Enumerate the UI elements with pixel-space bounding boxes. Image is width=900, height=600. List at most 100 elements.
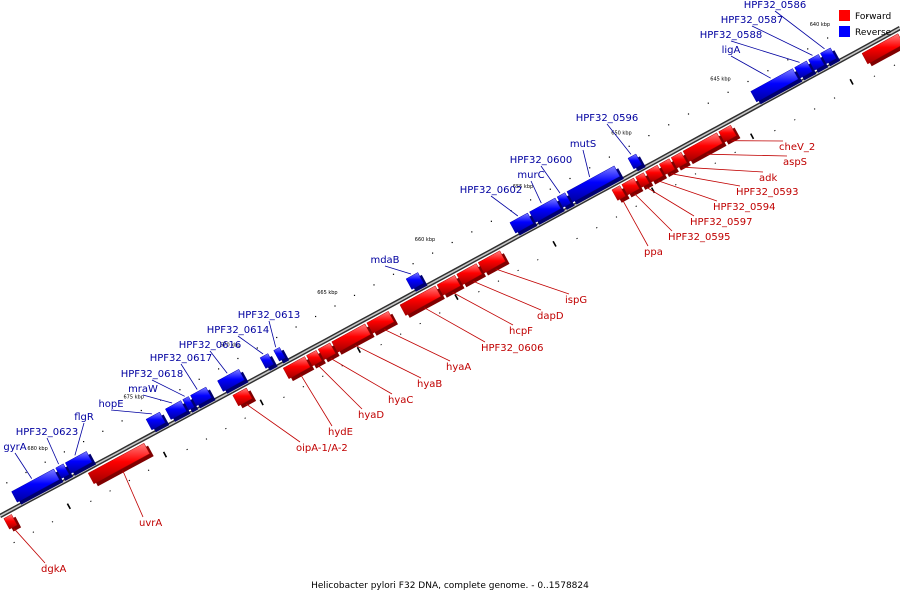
gene-label-hpf32-0602: HPF32_0602 (460, 185, 522, 196)
tick-mark (552, 240, 557, 247)
gene-label-ispg: ispG (565, 295, 587, 306)
tick-dot (451, 241, 453, 244)
tick-dot (668, 124, 670, 126)
gene-hpf32-0623[interactable] (55, 463, 70, 479)
gene-uvra[interactable] (87, 442, 151, 485)
tick-dot (334, 305, 336, 307)
leader-line (730, 40, 800, 63)
gene-hpf32-0587[interactable] (808, 54, 825, 71)
tick-mark (674, 184, 677, 186)
tick-dot (6, 482, 8, 484)
legend-reverse-label: Reverse (855, 28, 892, 38)
tick-label: 645 kbp (710, 76, 730, 82)
gene-label-hpf32-0587: HPF32_0587 (721, 15, 783, 26)
tick-mark (283, 396, 285, 398)
gene-label-hpf32-0606: HPF32_0606 (481, 343, 543, 354)
gene-hope[interactable] (145, 411, 166, 431)
gene-label-hpf32-0613: HPF32_0613 (238, 310, 300, 321)
gene-murc[interactable] (529, 197, 562, 223)
gene-label-hcpf: hcpF (509, 326, 533, 337)
leader-line (452, 292, 514, 326)
gene-hpf32-0596[interactable] (627, 153, 643, 170)
gene-gyra[interactable] (11, 468, 60, 503)
tick-mark (497, 280, 500, 282)
tick-label: 655 kbp (513, 184, 533, 190)
gene-label-murc: murC (517, 170, 544, 181)
tick-dot (179, 389, 181, 391)
leader-line (122, 470, 144, 518)
leader-line (606, 123, 632, 155)
gene-label-asps: aspS (783, 157, 807, 168)
tick-dot (373, 284, 375, 286)
tick-label: 660 kbp (415, 237, 435, 243)
gene-label-hyac: hyaC (388, 395, 413, 406)
tick-dot (549, 188, 551, 190)
gene-hpf32-0586[interactable] (820, 47, 837, 65)
tick-dot (608, 156, 610, 158)
gene-hpf32-0617[interactable] (190, 386, 212, 407)
gene-mdab[interactable] (405, 272, 424, 290)
gene-label-hyaa: hyaA (446, 362, 471, 373)
tick-dot (83, 441, 85, 443)
tick-mark (32, 531, 35, 533)
gene-hyde[interactable] (282, 356, 311, 380)
tick-mark (66, 503, 72, 510)
gene-hpf32-0602[interactable] (509, 212, 534, 234)
gene-oipa-1-a-2[interactable] (232, 387, 253, 407)
tick-dot (237, 357, 239, 360)
tick-label: 680 kbp (27, 446, 47, 452)
gene-mraw[interactable] (165, 400, 187, 420)
leader-line (151, 379, 185, 397)
leader-line (490, 195, 519, 217)
leader-line (646, 186, 695, 217)
gene-muts[interactable] (566, 165, 621, 203)
gene-hpf32-0616[interactable] (217, 368, 245, 392)
gene-label-liga: ligA (722, 45, 741, 56)
gene-label-dapd: dapD (537, 311, 564, 322)
leader-line (582, 149, 590, 178)
tick-dot (866, 15, 869, 17)
gene-liga[interactable] (750, 68, 799, 103)
tick-mark (813, 108, 816, 110)
gene-unnamed[interactable] (861, 33, 900, 65)
tick-label: 650 kbp (611, 130, 631, 136)
leader-line (142, 394, 173, 404)
leader-line (751, 25, 813, 56)
gene-hpf32-0588[interactable] (794, 60, 813, 79)
gene-flgr[interactable] (64, 451, 93, 474)
leader-line (530, 180, 542, 204)
tick-dot (295, 326, 297, 328)
gene-dgka[interactable] (3, 514, 18, 530)
gene-hpf32-0618[interactable] (182, 396, 195, 411)
tick-mark (793, 119, 796, 121)
leader-line (657, 180, 718, 202)
tick-dot (25, 471, 27, 474)
gene-hpf32-0614[interactable] (259, 353, 274, 369)
tick-label: 640 kbp (810, 22, 830, 28)
legend: Forward Reverse (839, 10, 892, 38)
tick-mark (749, 133, 755, 140)
gene-ppa[interactable] (611, 185, 626, 201)
gene-hpf32-0613[interactable] (273, 347, 286, 362)
tick-mark (162, 451, 168, 458)
tick-mark (380, 343, 382, 346)
tick-dot (276, 336, 278, 339)
gene-hpf32-0600[interactable] (556, 192, 572, 208)
legend-reverse-swatch (839, 26, 850, 37)
leader-line (300, 374, 333, 427)
tick-mark (774, 129, 776, 132)
leader-line (622, 199, 649, 247)
gene-label-chev-2: cheV_2 (779, 142, 815, 153)
legend-forward-label: Forward (855, 12, 891, 22)
tick-mark (893, 64, 896, 66)
gene-label-oipa-1-a-2: oipA-1/A-2 (296, 443, 348, 454)
leader-line (14, 452, 33, 479)
gene-label-flgr: flgR (74, 412, 94, 423)
gene-hpf32-0606[interactable] (399, 285, 442, 316)
tick-mark (399, 333, 402, 335)
leader-line (706, 153, 788, 157)
leader-line (634, 193, 673, 232)
tick-mark (576, 237, 578, 240)
leader-line (74, 422, 85, 456)
tick-dot (218, 368, 220, 370)
